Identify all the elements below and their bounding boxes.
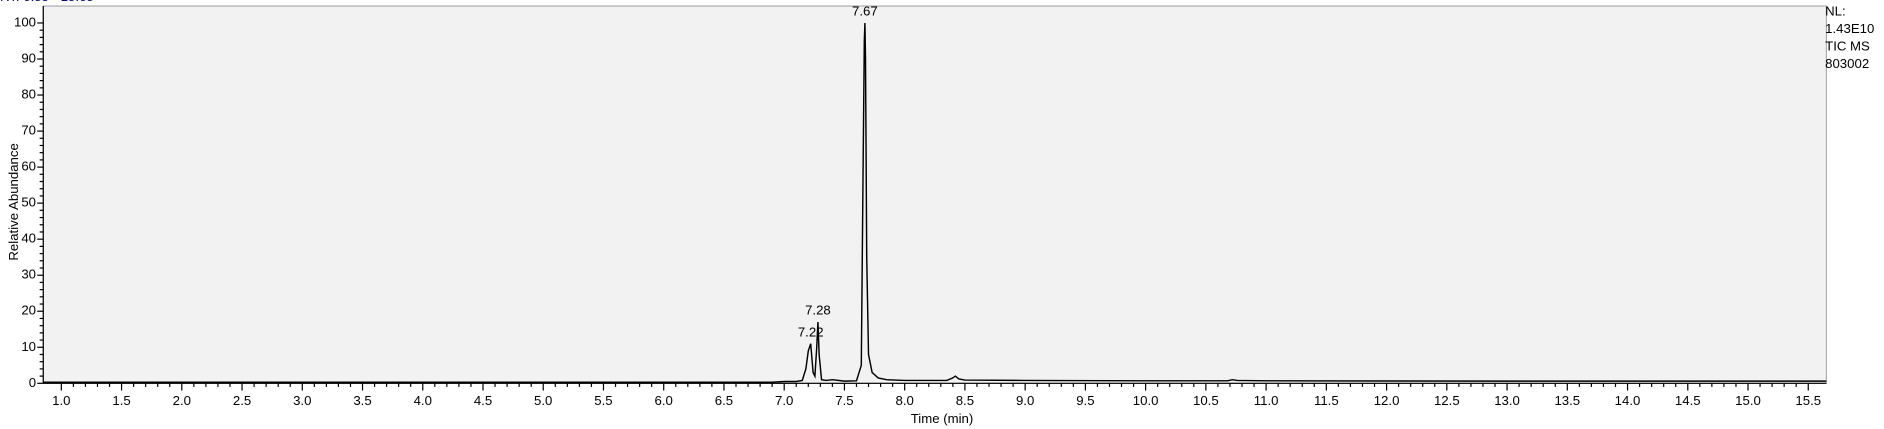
plot-area <box>42 5 1827 384</box>
info-text: NL: <box>1825 4 1846 19</box>
x-tick-label: 7.0 <box>775 393 793 408</box>
x-tick-label: 4.5 <box>474 393 492 408</box>
y-tick-label: 50 <box>21 195 36 210</box>
x-tick-label: 14.5 <box>1675 393 1701 408</box>
x-tick-label: 1.5 <box>112 393 130 408</box>
info-text: 803002 <box>1825 56 1869 71</box>
x-tick-label: 11.5 <box>1314 393 1339 408</box>
x-tick-label: 1.0 <box>52 393 70 408</box>
x-tick-label: 4.0 <box>414 393 432 408</box>
x-tick-label: 8.5 <box>956 393 974 408</box>
trace <box>43 22 1827 383</box>
x-tick-label: 9.0 <box>1016 393 1034 408</box>
x-tick-label: 6.0 <box>655 393 673 408</box>
info-text: TIC MS <box>1825 38 1870 53</box>
x-tick-label: 3.0 <box>293 393 311 408</box>
x-tick-label: 6.5 <box>715 393 733 408</box>
y-tick-label: 0 <box>29 375 36 390</box>
y-tick-label: 80 <box>21 87 36 102</box>
x-tick-label: 9.5 <box>1076 393 1094 408</box>
y-axis-label: Relative Abundance <box>6 143 21 260</box>
x-tick-label: 2.5 <box>233 393 251 408</box>
peak-label: 7.28 <box>805 303 831 318</box>
x-tick-label: 5.0 <box>534 393 552 408</box>
x-tick-label: 10.0 <box>1133 393 1159 408</box>
x-tick-label: 10.5 <box>1193 393 1219 408</box>
y-tick-label: 10 <box>21 339 36 354</box>
x-tick-label: 15.5 <box>1795 393 1821 408</box>
x-tick-label: 13.5 <box>1554 393 1580 408</box>
peak-label: 7.67 <box>852 4 878 19</box>
y-tick-label: 70 <box>21 123 36 138</box>
y-tick-label: 20 <box>21 303 36 318</box>
x-tick-label: 13.0 <box>1494 393 1520 408</box>
x-tick-label: 15.0 <box>1735 393 1761 408</box>
x-axis-label: Time (min) <box>911 411 974 426</box>
y-tick-label: 40 <box>21 231 36 246</box>
peak-label: 7.22 <box>798 324 824 339</box>
x-tick-label: 12.0 <box>1374 393 1400 408</box>
x-tick-label: 8.0 <box>895 393 913 408</box>
x-tick-label: 7.5 <box>835 393 853 408</box>
x-tick-label: 11.0 <box>1254 393 1279 408</box>
info-text: 1.43E10 <box>1825 21 1874 36</box>
x-tick-label: 12.5 <box>1434 393 1460 408</box>
range-label: RT: 0.85 - 15.65 <box>0 0 94 4</box>
x-tick-label: 3.5 <box>353 393 371 408</box>
x-tick-label: 5.5 <box>594 393 612 408</box>
y-tick-label: 90 <box>21 50 36 65</box>
x-tick-label: 2.0 <box>173 393 191 408</box>
y-tick-label: 30 <box>21 267 36 282</box>
x-tick-label: 14.0 <box>1615 393 1641 408</box>
y-tick-label: 100 <box>14 14 36 29</box>
y-tick-label: 60 <box>21 159 36 174</box>
